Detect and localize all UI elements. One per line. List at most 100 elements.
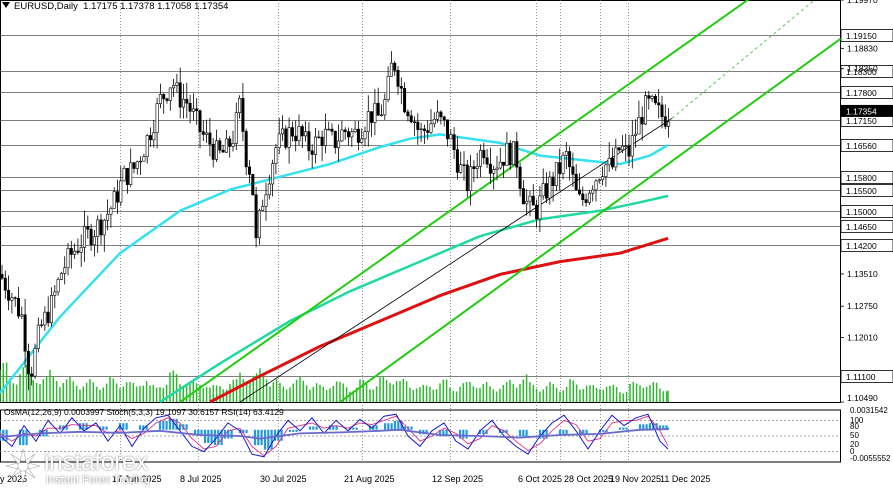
candle-body-33 (109, 208, 113, 215)
candle-body-126 (416, 121, 420, 130)
price-levels (0, 0, 841, 403)
candle-body-93 (307, 131, 311, 152)
candle-body-49 (162, 94, 166, 100)
candle-body-136 (449, 134, 453, 140)
candle-body-80 (264, 194, 268, 207)
candle-body-19 (63, 267, 67, 274)
candle-body-72 (238, 98, 242, 113)
indicator-panel (0, 409, 841, 463)
candle-body-8 (26, 350, 30, 375)
candle-body-183 (604, 164, 608, 177)
candle-body-200 (660, 104, 664, 118)
volume-histogram (0, 362, 669, 402)
candle-body-168 (554, 162, 558, 186)
candle-body-107 (353, 128, 357, 133)
candle-body-139 (459, 164, 463, 173)
price-level-tag-8 (840, 220, 893, 233)
candle-body-13 (43, 311, 47, 326)
candle-body-15 (49, 295, 53, 324)
candle-body-76 (251, 174, 255, 196)
candle-body-128 (422, 128, 426, 131)
candle-body-109 (360, 138, 364, 143)
candle-body-75 (248, 166, 252, 175)
candle-body-138 (455, 149, 459, 173)
candle-body-192 (634, 133, 638, 136)
candle-body-44 (145, 135, 149, 157)
candle-body-197 (650, 96, 654, 99)
candle-body-21 (69, 248, 73, 255)
ohlc-values: 1.17175 1.17378 1.17058 1.17354 (83, 1, 229, 12)
candle-body-114 (376, 102, 380, 116)
candle-body-167 (551, 176, 555, 186)
candle-body-199 (657, 102, 661, 106)
candle-body-79 (261, 206, 265, 211)
candle-body-46 (152, 132, 156, 141)
candle-body-111 (366, 111, 370, 132)
candle-body-23 (76, 250, 80, 253)
time-label-6: 6 Oct 2025 (518, 474, 562, 484)
price-level-label-9: 1.14200 (846, 241, 877, 251)
candle-body-74 (244, 131, 248, 168)
candle-body-39 (129, 162, 133, 185)
candle-body-160 (528, 195, 532, 202)
candle-body-71 (234, 112, 238, 144)
price-level-tag-5 (840, 171, 893, 184)
candle-body-118 (389, 62, 393, 77)
axis-tick-label-0: 1.19970 (847, 0, 878, 5)
price-level-tag-6 (840, 184, 893, 197)
candle-body-38 (125, 168, 129, 185)
candle-body-86 (284, 128, 288, 148)
price-level-tag-0 (840, 29, 893, 42)
candle-body-158 (521, 188, 525, 205)
time-label-5: 12 Sep 2025 (432, 474, 483, 484)
logo-wordmark: instaforex (44, 448, 148, 476)
candle-body-176 (581, 193, 585, 200)
candle-body-77 (254, 194, 258, 239)
candle-body-201 (663, 116, 667, 127)
axis-tick-label-4: 1.12750 (847, 301, 878, 311)
price-level-label-10: 1.11100 (846, 372, 876, 382)
candle-body-7 (23, 314, 27, 352)
candle-body-193 (637, 116, 641, 135)
candle-body-35 (116, 191, 120, 203)
time-label-2: 8 Jul 2025 (180, 474, 222, 484)
candle-body-78 (257, 210, 261, 239)
candle-body-57 (188, 102, 192, 112)
candle-body-98 (323, 128, 327, 146)
candle-body-100 (330, 128, 334, 132)
candle-body-81 (267, 183, 271, 196)
channel-line-upper (179, 0, 750, 403)
candle-body-146 (482, 150, 486, 159)
candle-body-129 (426, 130, 430, 133)
candle-body-102 (337, 140, 341, 149)
time-label-7: 28 Oct 2025 (564, 474, 613, 484)
candle-body-195 (643, 95, 647, 125)
candle-body-132 (436, 111, 440, 120)
candle-body-97 (320, 136, 324, 146)
candle-body-87 (287, 127, 291, 148)
axis-tick-label-5: 1.12010 (847, 333, 878, 343)
candle-body-14 (46, 311, 50, 324)
candle-body-189 (624, 145, 628, 147)
time-label-0: 1 May 2025 (0, 474, 27, 484)
ind-axis-label-2: 80 (850, 422, 859, 431)
candle-body-150 (495, 167, 499, 170)
candle-body-115 (379, 114, 383, 116)
rsi-line (0, 428, 669, 440)
candle-body-10 (33, 348, 37, 377)
channel-line-lower (339, 34, 846, 403)
time-axis: 1 May 2025 17 Jun 2025 8 Jul 2025 30 Jul 20… (0, 474, 710, 484)
candle-body-202 (667, 121, 671, 127)
time-label-1: 17 Jun 2025 (112, 474, 162, 484)
chart-header: EURUSD,Daily 1.17175 1.17378 1.17058 1.1… (2, 1, 228, 12)
ma-line-EMA144 (159, 194, 669, 404)
ind-axis-label-4: 20 (850, 440, 859, 449)
candle-body-25 (83, 226, 87, 248)
time-label-4: 21 Aug 2025 (344, 474, 395, 484)
time-label-9: 11 Dec 2025 (660, 474, 710, 484)
candle-body-43 (142, 156, 146, 162)
collapse-triangle-icon[interactable] (2, 2, 10, 8)
candle-body-144 (475, 166, 479, 170)
candle-body-149 (492, 169, 496, 174)
